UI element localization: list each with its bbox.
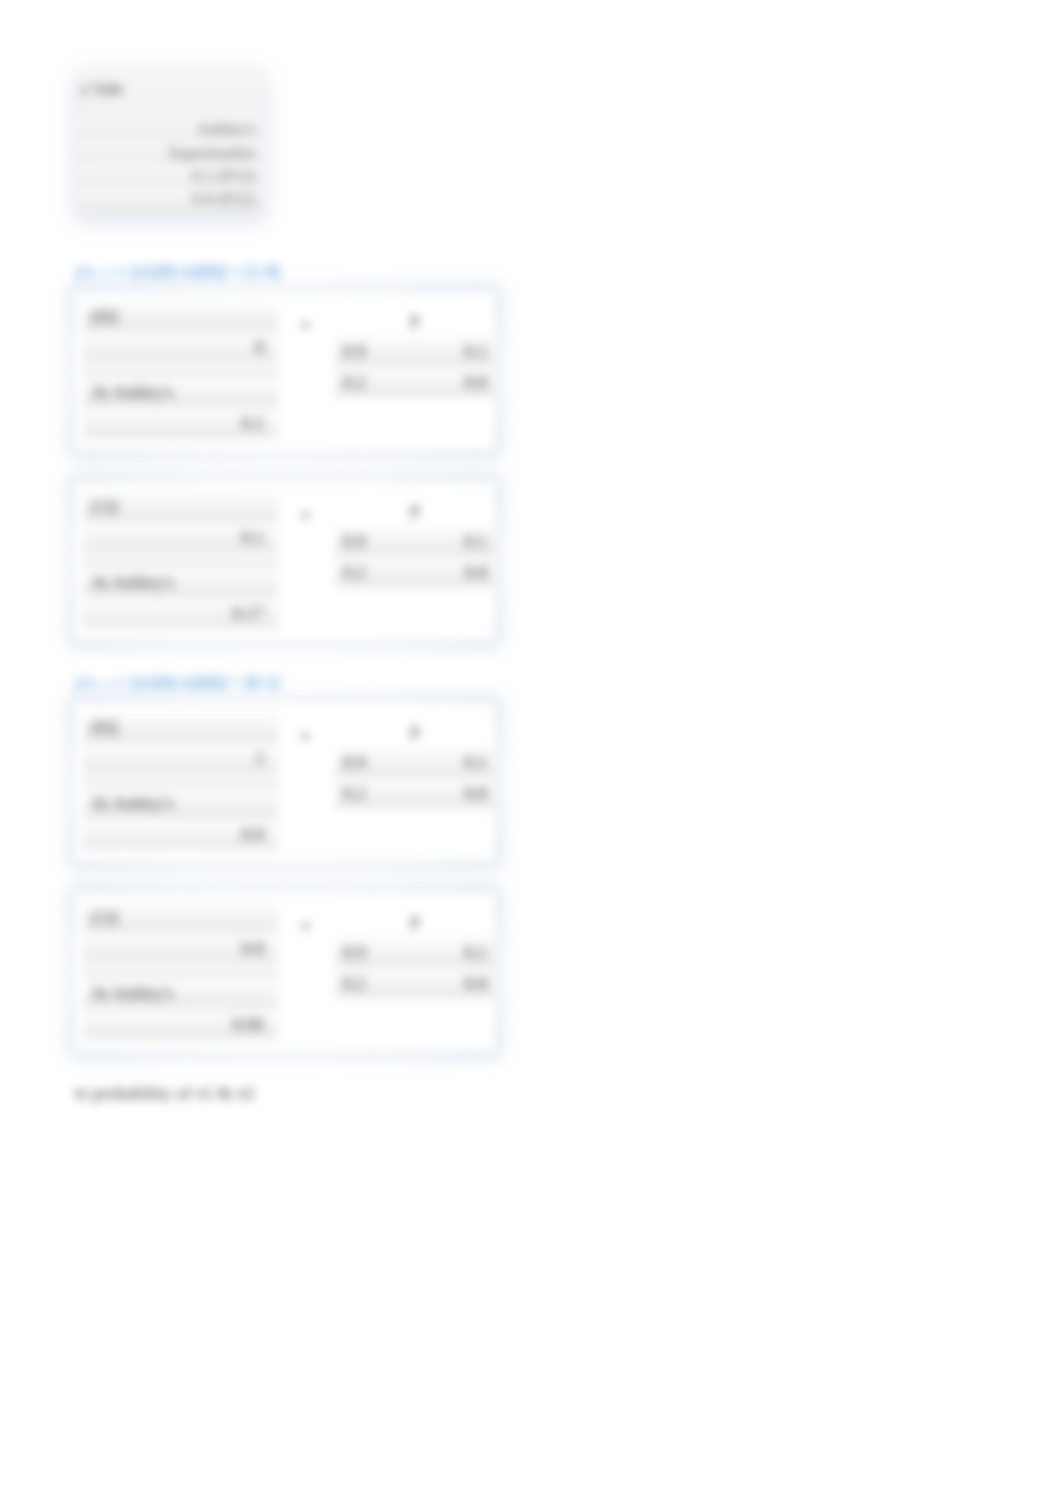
block-inner: (1)] 0.8 At Ashley's 0.66 * P 0.9 0.1 0.… xyxy=(75,893,495,1051)
ashley-row: At Ashley's xyxy=(83,378,278,407)
p-matrix: P 0.9 0.1 0.2 0.8 xyxy=(335,721,495,810)
result-val: 0.1 xyxy=(242,413,271,434)
label-row: (1)] xyxy=(83,492,278,521)
heading-2: y's ---> [π1(0) π2(0)] = [0 1] xyxy=(75,672,987,693)
left-val: 1 xyxy=(255,748,270,769)
result-row: 0.17 xyxy=(83,599,278,628)
p-cell: 0.9 xyxy=(343,341,366,362)
left-stack: (1)] 0.1 At Ashley's 0.17 xyxy=(83,492,278,628)
p-matrix: P 0.9 0.1 0.2 0.8 xyxy=(335,500,495,589)
label-row: (0)] xyxy=(83,302,278,331)
block-inner: (0)] 0 At Ashley's 0.1 * P 0.9 0.1 0.2 0… xyxy=(75,292,495,450)
p-cell: 0.1 xyxy=(465,341,488,362)
value-row: 0.8 xyxy=(83,934,278,963)
p-cell: 0.1 xyxy=(465,531,488,552)
top-line-3: 0.8 (P22) xyxy=(75,187,265,210)
multiply-star: * xyxy=(301,508,310,529)
p-row-1: 0.2 0.8 xyxy=(335,558,495,587)
ashley-row: At Ashley's xyxy=(83,568,278,597)
p-cell: 0.8 xyxy=(465,372,488,393)
result-val: 0.17 xyxy=(233,603,271,624)
block-label: (0)] xyxy=(91,717,118,738)
p-row-0: 0.9 0.1 xyxy=(335,527,495,556)
label-row: (1)] xyxy=(83,903,278,932)
p-row-1: 0.2 0.8 xyxy=(335,969,495,998)
result-val: 0.66 xyxy=(233,1014,271,1035)
calc-block-2: (0)] 1 At Ashley's 0.8 * P 0.9 0.1 0.2 0… xyxy=(75,703,495,861)
p-cell: 0.8 xyxy=(465,973,488,994)
ashley-label: At Ashley's xyxy=(91,793,174,814)
calc-block-1: (1)] 0.1 At Ashley's 0.17 * P 0.9 0.1 0.… xyxy=(75,482,495,640)
block-label: (1)] xyxy=(91,907,118,928)
p-matrix: P 0.9 0.1 0.2 0.8 xyxy=(335,911,495,1000)
block-inner: (0)] 1 At Ashley's 0.8 * P 0.9 0.1 0.2 0… xyxy=(75,703,495,861)
value-row: 0 xyxy=(83,333,278,362)
multiply-star: * xyxy=(301,919,310,940)
p-cell: 0.2 xyxy=(343,783,366,804)
result-row: 0.1 xyxy=(83,409,278,438)
block-label: (1)] xyxy=(91,496,118,517)
p-cell: 0.9 xyxy=(343,531,366,552)
bottom-note: te probability of π1 & π2 xyxy=(75,1083,987,1104)
p-cell: 0.2 xyxy=(343,372,366,393)
p-cell: 0.8 xyxy=(465,562,488,583)
ashley-label: At Ashley's xyxy=(91,572,174,593)
p-cell: 0.8 xyxy=(465,783,488,804)
top-info-box: y Sale Ashley's Supermarket 0.1 (P12) 0.… xyxy=(75,70,265,216)
p-matrix: P 0.9 0.1 0.2 0.8 xyxy=(335,310,495,399)
value-row: 1 xyxy=(83,744,278,773)
p-row-1: 0.2 0.8 xyxy=(335,779,495,808)
left-val: 0.8 xyxy=(242,938,271,959)
p-cell: 0.1 xyxy=(465,752,488,773)
block-inner: (1)] 0.1 At Ashley's 0.17 * P 0.9 0.1 0.… xyxy=(75,482,495,640)
ashley-row: At Ashley's xyxy=(83,789,278,818)
p-cell: 0.9 xyxy=(343,752,366,773)
ashley-label: At Ashley's xyxy=(91,382,174,403)
p-cell: 0.2 xyxy=(343,562,366,583)
calc-block-0: (0)] 0 At Ashley's 0.1 * P 0.9 0.1 0.2 0… xyxy=(75,292,495,450)
p-header: P xyxy=(335,500,495,525)
p-row-0: 0.9 0.1 xyxy=(335,337,495,366)
result-val: 0.8 xyxy=(242,824,271,845)
left-stack: (1)] 0.8 At Ashley's 0.66 xyxy=(83,903,278,1039)
left-val: 0 xyxy=(255,337,270,358)
spacer-row xyxy=(83,775,278,787)
top-line-0: Ashley's xyxy=(75,117,265,140)
left-val: 0.1 xyxy=(242,527,271,548)
result-row: 0.8 xyxy=(83,820,278,849)
value-row: 0.1 xyxy=(83,523,278,552)
label-row: (0)] xyxy=(83,713,278,742)
p-cell: 0.9 xyxy=(343,942,366,963)
block-label: (0)] xyxy=(91,306,118,327)
heading-1: y's ---> [π1(0) π2(0)] = [1 0] xyxy=(75,261,987,282)
p-row-0: 0.9 0.1 xyxy=(335,748,495,777)
top-line-1: Supermarket xyxy=(75,141,265,164)
multiply-star: * xyxy=(301,729,310,750)
left-stack: (0)] 0 At Ashley's 0.1 xyxy=(83,302,278,438)
ashley-label: At Ashley's xyxy=(91,983,174,1004)
result-row: 0.66 xyxy=(83,1010,278,1039)
p-header: P xyxy=(335,721,495,746)
sale-text: y Sale xyxy=(75,78,265,99)
calc-block-3: (1)] 0.8 At Ashley's 0.66 * P 0.9 0.1 0.… xyxy=(75,893,495,1051)
p-header: P xyxy=(335,911,495,936)
p-cell: 0.1 xyxy=(465,942,488,963)
p-header: P xyxy=(335,310,495,335)
multiply-star: * xyxy=(301,318,310,339)
left-stack: (0)] 1 At Ashley's 0.8 xyxy=(83,713,278,849)
spacer-row xyxy=(83,965,278,977)
ashley-row: At Ashley's xyxy=(83,979,278,1008)
p-row-0: 0.9 0.1 xyxy=(335,938,495,967)
spacer-row xyxy=(83,364,278,376)
top-line-2: 0.1 (P12) xyxy=(75,164,265,187)
p-cell: 0.2 xyxy=(343,973,366,994)
p-row-1: 0.2 0.8 xyxy=(335,368,495,397)
spacer-row xyxy=(83,554,278,566)
